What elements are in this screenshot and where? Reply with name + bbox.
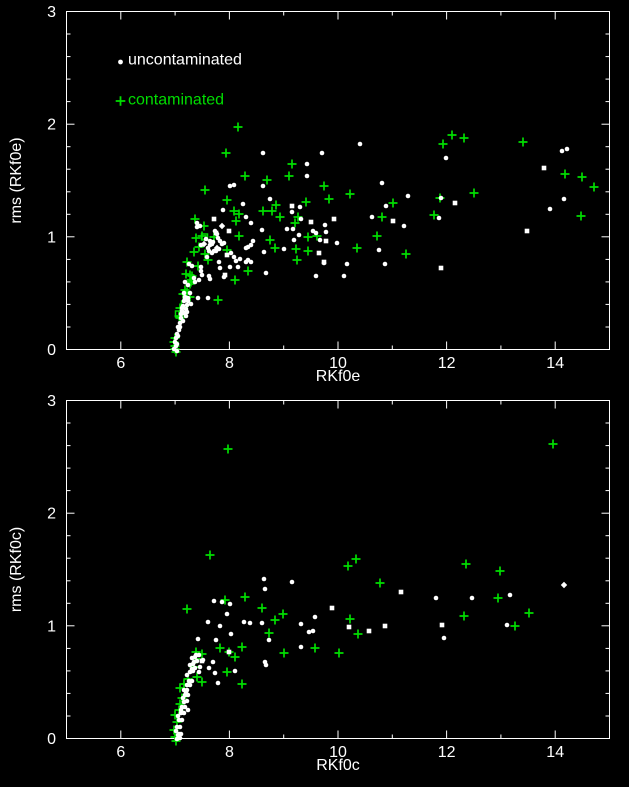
svg-text:RKf0e: RKf0e	[316, 368, 361, 385]
svg-text:6: 6	[116, 744, 125, 761]
svg-text:12: 12	[438, 355, 456, 372]
svg-text:3: 3	[47, 4, 56, 21]
svg-text:0: 0	[47, 731, 56, 748]
svg-text:RKf0c: RKf0c	[316, 757, 360, 774]
svg-text:2: 2	[47, 117, 56, 134]
svg-text:8: 8	[225, 744, 234, 761]
svg-text:1: 1	[47, 618, 56, 635]
svg-text:6: 6	[116, 355, 125, 372]
svg-text:rms (RKf0c): rms (RKf0c)	[8, 527, 25, 612]
svg-text:rms (RKf0e): rms (RKf0e)	[8, 137, 25, 223]
svg-text:0: 0	[47, 342, 56, 359]
svg-text:8: 8	[225, 355, 234, 372]
svg-text:14: 14	[546, 355, 564, 372]
svg-text:2: 2	[47, 506, 56, 523]
svg-text:12: 12	[438, 744, 456, 761]
svg-text:10: 10	[329, 744, 347, 761]
svg-text:contaminated: contaminated	[128, 92, 224, 109]
svg-text:14: 14	[546, 744, 564, 761]
svg-text:3: 3	[47, 393, 56, 410]
svg-text:uncontaminated: uncontaminated	[128, 52, 242, 69]
svg-text:1: 1	[47, 229, 56, 246]
svg-text:10: 10	[329, 355, 347, 372]
